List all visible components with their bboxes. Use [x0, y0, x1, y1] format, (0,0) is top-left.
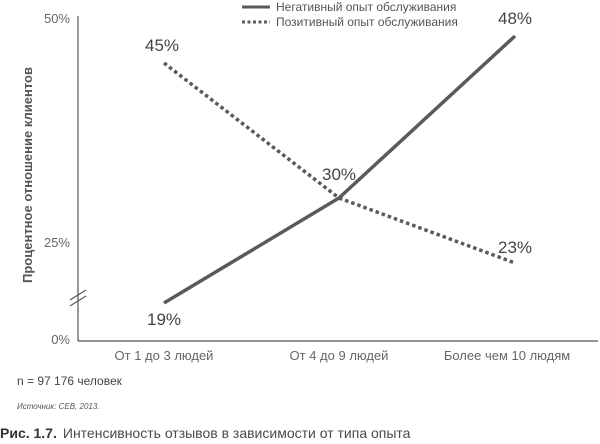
x-tick-label-1: От 1 до 3 людей: [115, 348, 214, 363]
series-line-positive: [162, 61, 516, 265]
x-tick-label-3: Более чем 10 людям: [444, 348, 570, 363]
data-label-negative-2: 30%: [322, 165, 356, 184]
data-label-negative-3: 48%: [498, 9, 532, 28]
legend: Негативный опыт обслуживания Позитивный …: [242, 0, 458, 29]
data-label-positive-3: 23%: [498, 238, 532, 257]
series-layer: [162, 34, 517, 305]
y-tick-label-50: 50%: [44, 11, 70, 26]
caption-text: Интенсивность отзывов в зависимости от т…: [62, 425, 411, 441]
legend-label-positive: Позитивный опыт обслуживания: [276, 15, 458, 29]
source-note: Источник: CEB, 2013.: [17, 402, 100, 411]
sample-size-note: n = 97 176 человек: [17, 374, 122, 388]
y-tick-label-0: 0%: [51, 332, 70, 347]
legend-label-negative: Негативный опыт обслуживания: [276, 0, 456, 14]
data-label-negative-1: 19%: [147, 310, 181, 329]
caption-label: Рис. 1.7.: [0, 425, 57, 441]
data-label-positive-1: 45%: [145, 36, 179, 55]
line-chart: 50% 25% 0% Процентное отношение клиентов…: [20, 0, 598, 363]
y-tick-label-25: 25%: [44, 235, 70, 250]
x-tick-label-2: От 4 до 9 людей: [290, 348, 389, 363]
y-axis-label: Процентное отношение клиентов: [20, 67, 35, 283]
data-labels-layer: 19% 30% 48% 45% 23%: [145, 9, 532, 329]
figure-caption: Рис. 1.7. Интенсивность отзывов в зависим…: [0, 425, 410, 441]
axis-break-icon: [69, 289, 87, 307]
